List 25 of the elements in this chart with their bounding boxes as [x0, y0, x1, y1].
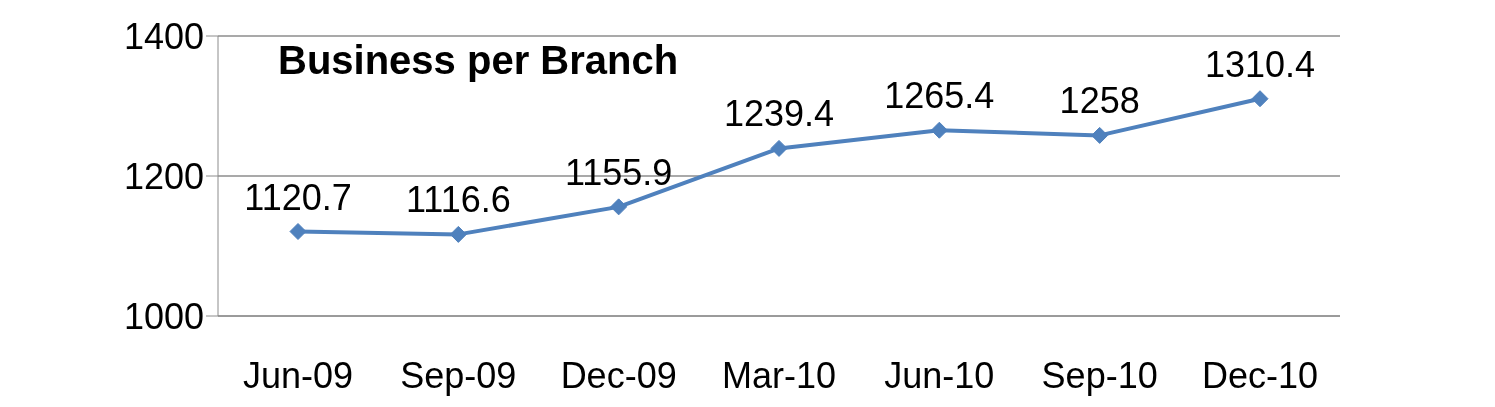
point	[1091, 126, 1109, 144]
x-tick-label: Dec-09	[560, 354, 677, 396]
point	[449, 225, 467, 243]
data-label: 1116.6	[405, 179, 511, 221]
data-label: 1265.4	[884, 75, 995, 117]
x-tick-label: Dec-10	[1201, 354, 1319, 396]
y-tick-label: 1200	[123, 155, 204, 197]
y-tick-label: 1400	[123, 15, 204, 57]
data-label: 1310.4	[1204, 43, 1316, 85]
data-label: 1155.9	[564, 151, 673, 193]
x-tick-label: Jun-09	[242, 354, 354, 396]
data-label: 1120.7	[244, 176, 352, 218]
x-tick-label: Jun-10	[884, 354, 995, 396]
point	[289, 223, 307, 241]
point	[610, 198, 628, 216]
point	[770, 139, 788, 157]
x-tick-label: Sep-09	[400, 354, 517, 396]
point	[930, 121, 948, 139]
x-tick-label: Mar-10	[721, 354, 837, 396]
chart-title: Business per Branch	[278, 38, 679, 83]
x-tick-label: Sep-10	[1041, 354, 1158, 396]
y-tick-label: 1000	[123, 295, 204, 337]
point	[1251, 90, 1269, 108]
data-label: 1239.4	[723, 93, 835, 135]
data-label: 1258	[1059, 80, 1140, 122]
